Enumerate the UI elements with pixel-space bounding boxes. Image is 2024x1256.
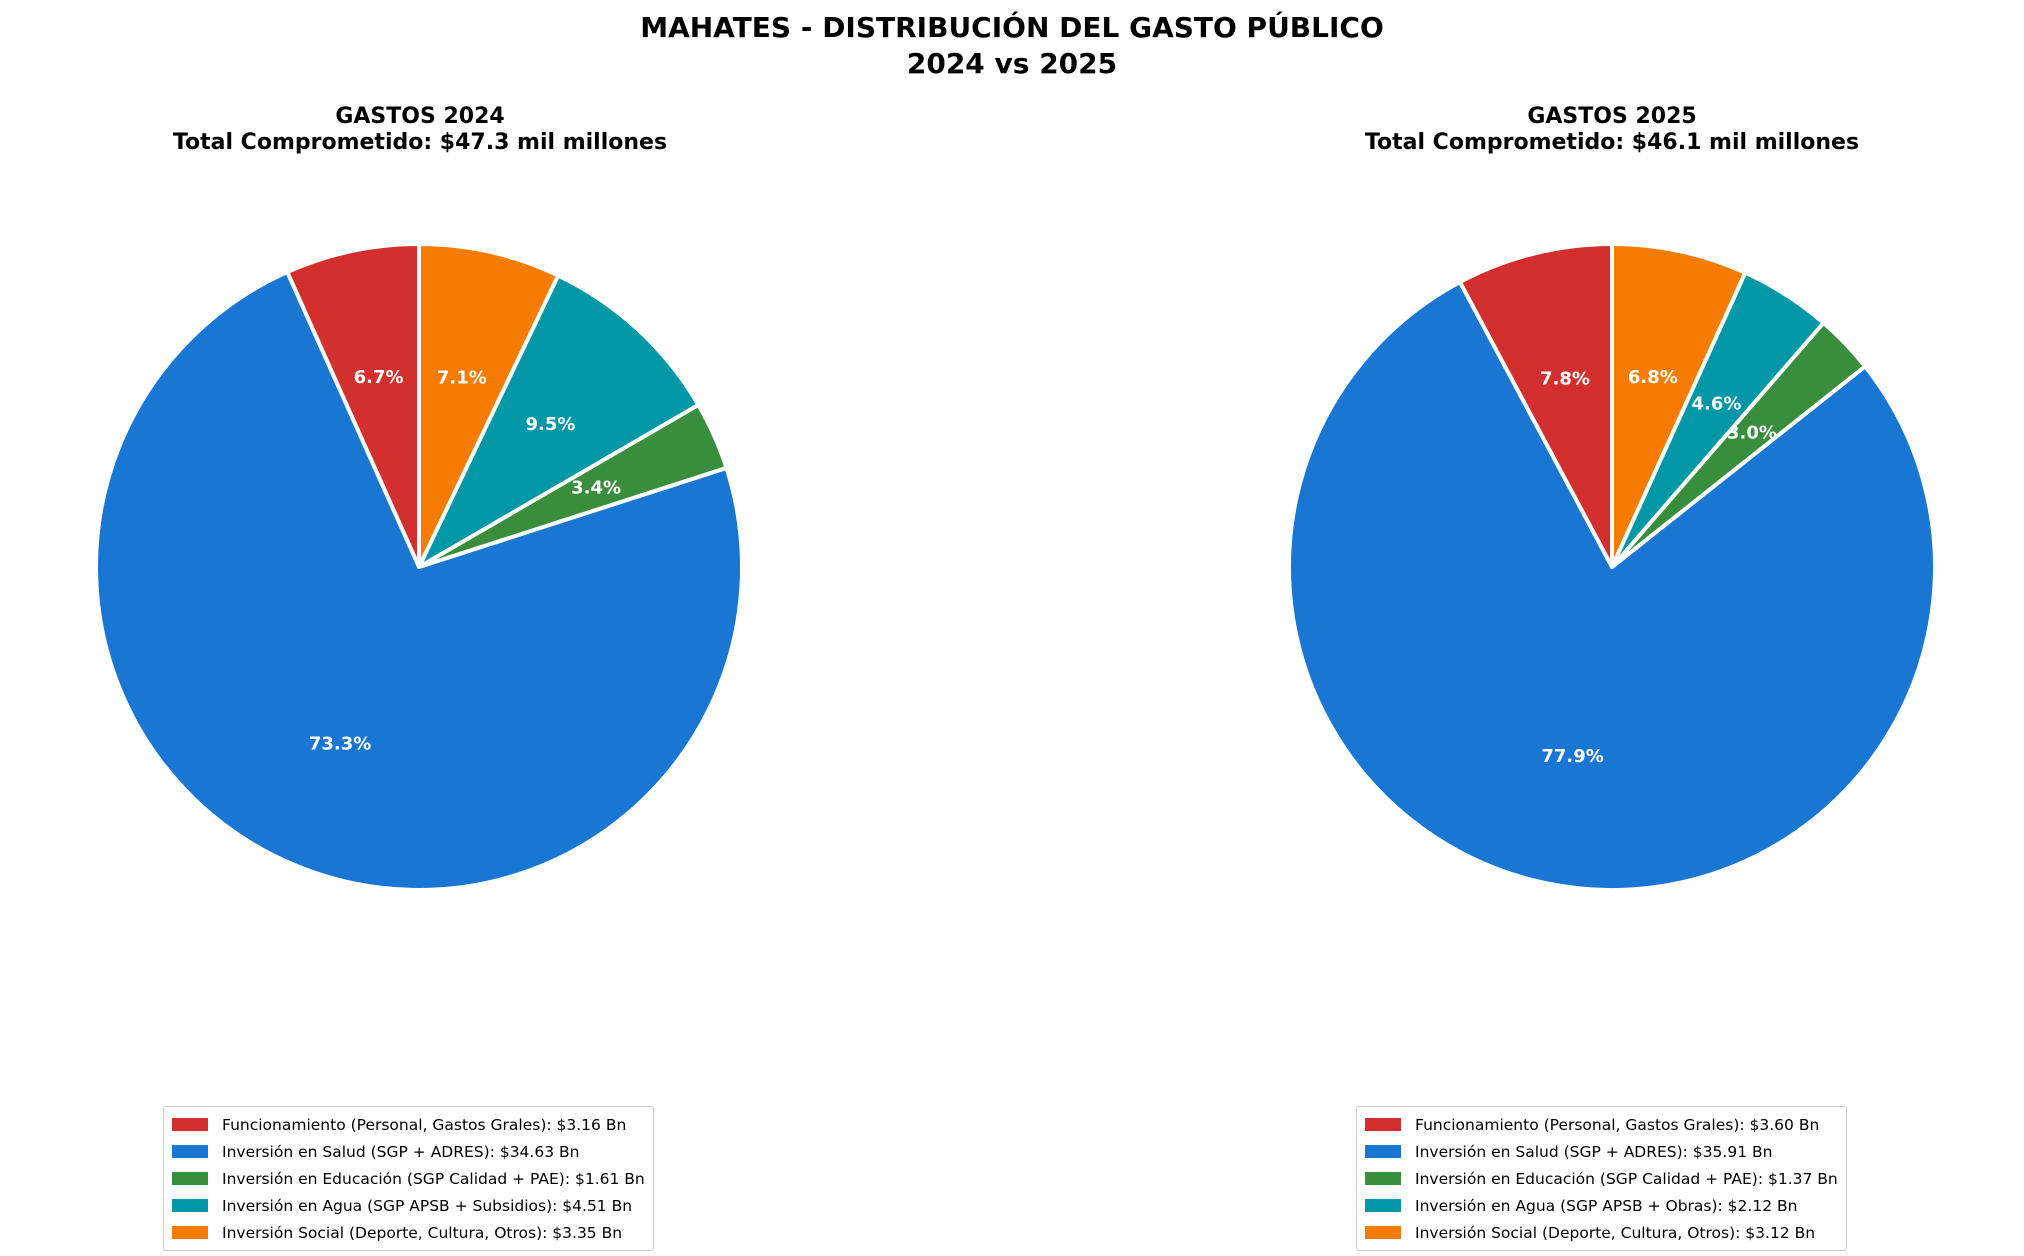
pie-2025-pct-label-educacion: 3.0% — [1727, 422, 1777, 443]
pie-2025-pct-label-salud: 77.9% — [1541, 746, 1603, 767]
pie-2024-legend: Funcionamiento (Personal, Gastos Grales)… — [163, 1106, 654, 1251]
pie-2024-title-line1: GASTOS 2024 — [335, 104, 505, 129]
pie-2024-slice-salud — [94, 270, 744, 892]
pie-2025-pct-label-funcionamiento: 7.8% — [1540, 369, 1590, 390]
pie-2024-pct-label-agua: 9.5% — [525, 414, 575, 435]
pie-2025-legend-item-salud: Inversión en Salud (SGP + ADRES): $35.91… — [1365, 1138, 1838, 1165]
pie-2024-legend-label-salud: Inversión en Salud (SGP + ADRES): $34.63… — [222, 1142, 580, 1161]
pie-2025-legend-label-funcionamiento: Funcionamiento (Personal, Gastos Grales)… — [1415, 1115, 1820, 1134]
pie-2025-legend-swatch-funcionamiento — [1365, 1118, 1401, 1131]
chart-main-title: MAHATES - DISTRIBUCIÓN DEL GASTO PÚBLICO… — [0, 10, 2024, 82]
pie-2025-legend-swatch-social — [1365, 1226, 1401, 1239]
pie-2024-pct-label-salud: 73.3% — [309, 734, 371, 755]
pie-2024-legend-swatch-social — [172, 1226, 208, 1239]
pie-2024-slice-social — [417, 242, 561, 569]
pie-2024-legend-swatch-educacion — [172, 1172, 208, 1185]
pie-2024-pct-label-educacion: 3.4% — [571, 478, 621, 499]
pie-2025-legend-swatch-educacion — [1365, 1172, 1401, 1185]
pie-2025-legend-swatch-agua — [1365, 1199, 1401, 1212]
pie-2025-legend-swatch-salud — [1365, 1145, 1401, 1158]
pie-2024-legend-label-funcionamiento: Funcionamiento (Personal, Gastos Grales)… — [222, 1115, 627, 1134]
pie-2024-subtitle: Total Comprometido: $47.3 mil millones — [172, 130, 668, 155]
pie-2025-slice-funcionamiento — [1457, 242, 1614, 569]
pie-2024-legend-label-educacion: Inversión en Educación (SGP Calidad + PA… — [222, 1169, 645, 1188]
pie-2024-legend-item-salud: Inversión en Salud (SGP + ADRES): $34.63… — [172, 1138, 645, 1165]
pie-2025-title-line1: GASTOS 2025 — [1527, 104, 1697, 129]
pie-2025-slice-social — [1610, 242, 1748, 569]
pie-2024-pct-label-social: 7.1% — [437, 367, 487, 388]
pie-2025-legend-label-salud: Inversión en Salud (SGP + ADRES): $35.91… — [1415, 1142, 1773, 1161]
pie-2024-title: GASTOS 2024 Total Comprometido: $47.3 mi… — [20, 104, 820, 156]
pie-2025-legend-label-agua: Inversión en Agua (SGP APSB + Obras): $2… — [1415, 1196, 1798, 1215]
pie-2025-title: GASTOS 2025 Total Comprometido: $46.1 mi… — [1212, 104, 2012, 156]
pie-2025-pct-label-social: 6.8% — [1628, 367, 1678, 388]
pie-2024-legend-item-social: Inversión Social (Deporte, Cultura, Otro… — [172, 1219, 645, 1246]
main-title-line1: MAHATES - DISTRIBUCIÓN DEL GASTO PÚBLICO — [640, 11, 1384, 44]
pie-2025-legend-label-social: Inversión Social (Deporte, Cultura, Otro… — [1415, 1223, 1816, 1242]
pie-2025-subtitle: Total Comprometido: $46.1 mil millones — [1364, 130, 1860, 155]
pie-2024-pct-label-funcionamiento: 6.7% — [354, 367, 404, 388]
pie-2024-legend-label-social: Inversión Social (Deporte, Cultura, Otro… — [222, 1223, 623, 1242]
pie-2024-slice-funcionamiento — [285, 242, 421, 569]
pie-2024-slice-agua — [417, 273, 701, 569]
pie-2025-legend: Funcionamiento (Personal, Gastos Grales)… — [1356, 1106, 1847, 1251]
pie-2025-pct-label-agua: 4.6% — [1692, 393, 1742, 414]
pie-2024-legend-item-funcionamiento: Funcionamiento (Personal, Gastos Grales)… — [172, 1111, 645, 1138]
pie-2024-legend-item-agua: Inversión en Agua (SGP APSB + Subsidios)… — [172, 1192, 645, 1219]
pie-2024-legend-swatch-salud — [172, 1145, 208, 1158]
main-title-line2: 2024 vs 2025 — [906, 47, 1118, 80]
pie-2025-legend-item-agua: Inversión en Agua (SGP APSB + Obras): $2… — [1365, 1192, 1838, 1219]
pie-2025-legend-item-educacion: Inversión en Educación (SGP Calidad + PA… — [1365, 1165, 1838, 1192]
pie-2024-legend-swatch-agua — [172, 1199, 208, 1212]
pie-2024-legend-label-agua: Inversión en Agua (SGP APSB + Subsidios)… — [222, 1196, 633, 1215]
pie-2025-legend-item-funcionamiento: Funcionamiento (Personal, Gastos Grales)… — [1365, 1111, 1838, 1138]
pie-2024-legend-swatch-funcionamiento — [172, 1118, 208, 1131]
pie-2025-legend-label-educacion: Inversión en Educación (SGP Calidad + PA… — [1415, 1169, 1838, 1188]
pie-2025-slice-salud — [1287, 280, 1937, 892]
pie-2024-legend-item-educacion: Inversión en Educación (SGP Calidad + PA… — [172, 1165, 645, 1192]
pie-2025-legend-item-social: Inversión Social (Deporte, Cultura, Otro… — [1365, 1219, 1838, 1246]
